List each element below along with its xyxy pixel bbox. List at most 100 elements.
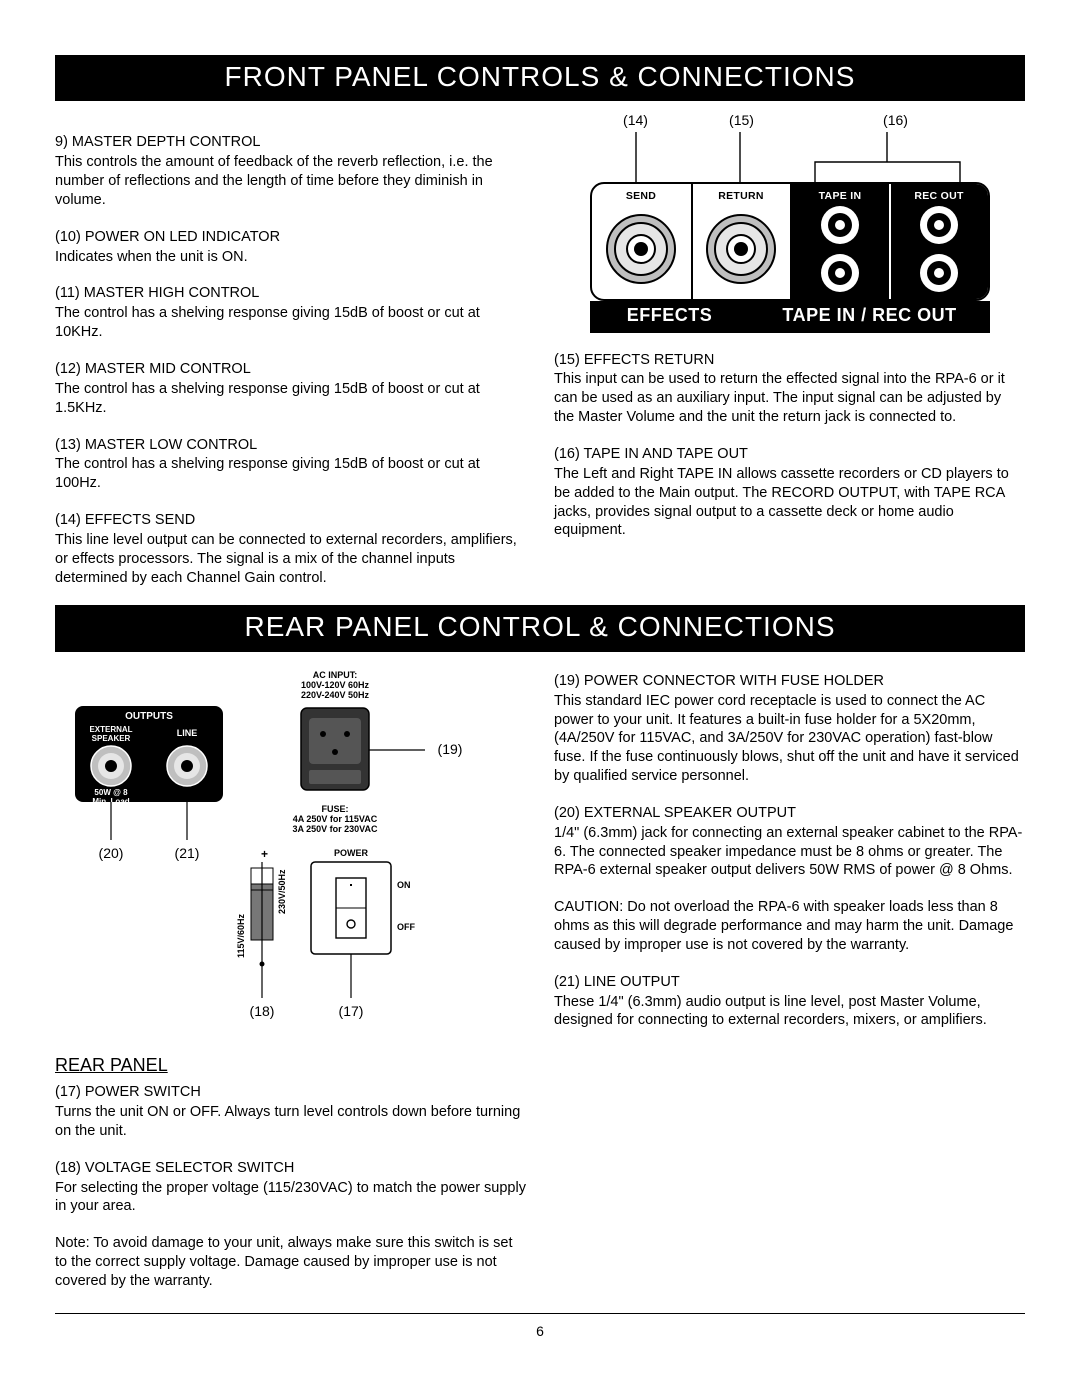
entry-body: 1/4" (6.3mm) jack for connecting an exte… xyxy=(554,825,1022,879)
entry-title: 9) MASTER DEPTH CONTROL xyxy=(55,133,526,152)
fx-panel: SEND RETURN xyxy=(590,182,990,302)
ac-input-l3: 220V-240V 50Hz xyxy=(301,690,370,700)
entry-11: (11) MASTER HIGH CONTROL The control has… xyxy=(55,284,526,342)
entry-title: (21) LINE OUTPUT xyxy=(554,973,1025,992)
entry-12: (12) MASTER MID CONTROL The control has … xyxy=(55,360,526,418)
rca-icon xyxy=(917,251,961,295)
entry-body: The control has a shelving response givi… xyxy=(55,456,480,491)
tapein-label: TAPE IN xyxy=(796,190,885,204)
entry-14: (14) EFFECTS SEND This line level output… xyxy=(55,511,526,587)
ac-input-l1: AC INPUT: xyxy=(313,670,358,680)
entry-17: (17) POWER SWITCH Turns the unit ON or O… xyxy=(55,1083,526,1141)
entry-body: For selecting the proper voltage (115/23… xyxy=(55,1180,526,1215)
entry-body: Turns the unit ON or OFF. Always turn le… xyxy=(55,1104,520,1139)
power-label: POWER xyxy=(334,848,369,858)
fx-tapein-cell: TAPE IN xyxy=(790,184,889,300)
entry-21: (21) LINE OUTPUT These 1/4" (6.3mm) audi… xyxy=(554,973,1025,1031)
callout-20: (20) xyxy=(99,845,124,861)
jack-icon xyxy=(167,746,207,786)
ext-spk-l2: SPEAKER xyxy=(92,734,131,743)
v115-label: 115V/60Hz xyxy=(236,913,246,958)
entry-18: (18) VOLTAGE SELECTOR SWITCH For selecti… xyxy=(55,1159,526,1217)
entry-body: The control has a shelving response givi… xyxy=(55,305,480,340)
rca-icon xyxy=(818,203,862,247)
fx-brackets xyxy=(590,132,990,182)
entry-15: (15) EFFECTS RETURN This input can be us… xyxy=(554,351,1025,427)
entry-20-caution: CAUTION: Do not overload the RPA-6 with … xyxy=(554,898,1025,955)
v230-label: 230V/50Hz xyxy=(277,869,287,914)
ac-input-l2: 100V-120V 60Hz xyxy=(301,680,370,690)
entry-title: (15) EFFECTS RETURN xyxy=(554,351,1025,370)
fuse-l1: FUSE: xyxy=(322,804,349,814)
entry-title: (11) MASTER HIGH CONTROL xyxy=(55,284,526,303)
rear-panel-diagram: AC INPUT: 100V-120V 60Hz 220V-240V 50Hz … xyxy=(55,662,475,1046)
callout-17: (17) xyxy=(339,1003,364,1019)
entry-10: (10) POWER ON LED INDICATOR Indicates wh… xyxy=(55,228,526,267)
rca-icon xyxy=(818,251,862,295)
entry-13: (13) MASTER LOW CONTROL The control has … xyxy=(55,436,526,494)
entry-title: (18) VOLTAGE SELECTOR SWITCH xyxy=(55,1159,526,1178)
rear-col-left: AC INPUT: 100V-120V 60Hz 220V-240V 50Hz … xyxy=(55,662,526,1309)
entry-19: (19) POWER CONNECTOR WITH FUSE HOLDER Th… xyxy=(554,672,1025,786)
send-label: SEND xyxy=(596,190,687,204)
fuse-l2: 4A 250V for 115VAC xyxy=(293,814,378,824)
entry-20: (20) EXTERNAL SPEAKER OUTPUT 1/4" (6.3mm… xyxy=(554,804,1025,880)
ext-spk-l1: EXTERNAL xyxy=(89,725,132,734)
front-col-left: 9) MASTER DEPTH CONTROL This controls th… xyxy=(55,111,526,605)
fx-send-cell: SEND xyxy=(592,184,691,300)
entry-body: Indicates when the unit is ON. xyxy=(55,249,248,265)
effects-tape-diagram: (14) (15) (16) SEND xyxy=(590,111,990,332)
rear-panel-subheading: REAR PANEL xyxy=(55,1054,526,1077)
entry-body: The control has a shelving response givi… xyxy=(55,381,480,416)
fx-footer: EFFECTS TAPE IN / REC OUT xyxy=(590,301,990,332)
fuse-l3: 3A 250V for 230VAC xyxy=(292,824,378,834)
fx-callouts: (14) (15) (16) xyxy=(590,111,990,129)
callout-18: (18) xyxy=(250,1003,275,1019)
rca-icon xyxy=(917,203,961,247)
entry-body: This line level output can be connected … xyxy=(55,532,517,586)
entry-9: 9) MASTER DEPTH CONTROL This controls th… xyxy=(55,133,526,209)
entry-title: (16) TAPE IN AND TAPE OUT xyxy=(554,445,1025,464)
front-columns: 9) MASTER DEPTH CONTROL This controls th… xyxy=(55,111,1025,605)
rear-col-right: (19) POWER CONNECTOR WITH FUSE HOLDER Th… xyxy=(554,662,1025,1309)
callout-19: (19) xyxy=(438,741,463,757)
entry-title: (20) EXTERNAL SPEAKER OUTPUT xyxy=(554,804,1025,823)
entry-body: This standard IEC power cord receptacle … xyxy=(554,693,1019,784)
front-col-right: (14) (15) (16) SEND xyxy=(554,111,1025,605)
page-number: 6 xyxy=(55,1322,1025,1340)
entry-title: (10) POWER ON LED INDICATOR xyxy=(55,228,526,247)
callout-21: (21) xyxy=(175,845,200,861)
fx-footer-tape: TAPE IN / REC OUT xyxy=(750,301,990,332)
plus-mark: + xyxy=(261,847,268,861)
callout-15: (15) xyxy=(682,111,802,129)
entry-body: These 1/4" (6.3mm) audio output is line … xyxy=(554,994,987,1029)
recout-label: REC OUT xyxy=(895,190,984,204)
jack-icon xyxy=(704,203,778,287)
outputs-label: OUTPUTS xyxy=(125,711,173,722)
line-label: LINE xyxy=(177,728,198,738)
rear-banner: REAR PANEL CONTROL & CONNECTIONS xyxy=(55,605,1025,651)
entry-title: (19) POWER CONNECTOR WITH FUSE HOLDER xyxy=(554,672,1025,691)
on-label: ON xyxy=(397,880,411,890)
front-banner: FRONT PANEL CONTROLS & CONNECTIONS xyxy=(55,55,1025,101)
entry-body: The Left and Right TAPE IN allows casset… xyxy=(554,466,1009,539)
rear-columns: AC INPUT: 100V-120V 60Hz 220V-240V 50Hz … xyxy=(55,662,1025,1309)
return-label: RETURN xyxy=(697,190,786,204)
entry-body: Note: To avoid damage to your unit, alwa… xyxy=(55,1235,513,1289)
fx-recout-cell: REC OUT xyxy=(889,184,988,300)
entry-title: (17) POWER SWITCH xyxy=(55,1083,526,1102)
entry-body: CAUTION: Do not overload the RPA-6 with … xyxy=(554,899,1013,953)
entry-16: (16) TAPE IN AND TAPE OUT The Left and R… xyxy=(554,445,1025,540)
callout-14: (14) xyxy=(590,111,682,129)
jack-icon xyxy=(604,203,678,287)
fx-return-cell: RETURN xyxy=(691,184,790,300)
entry-title: (14) EFFECTS SEND xyxy=(55,511,526,530)
page-rule xyxy=(55,1313,1025,1314)
entry-title: (12) MASTER MID CONTROL xyxy=(55,360,526,379)
callout-16: (16) xyxy=(802,111,990,129)
entry-18-note: Note: To avoid damage to your unit, alwa… xyxy=(55,1234,526,1291)
fx-footer-effects: EFFECTS xyxy=(590,301,750,332)
entry-body: This input can be used to return the eff… xyxy=(554,371,1005,425)
off-label: OFF xyxy=(397,922,415,932)
entry-body: This controls the amount of feedback of … xyxy=(55,154,493,208)
